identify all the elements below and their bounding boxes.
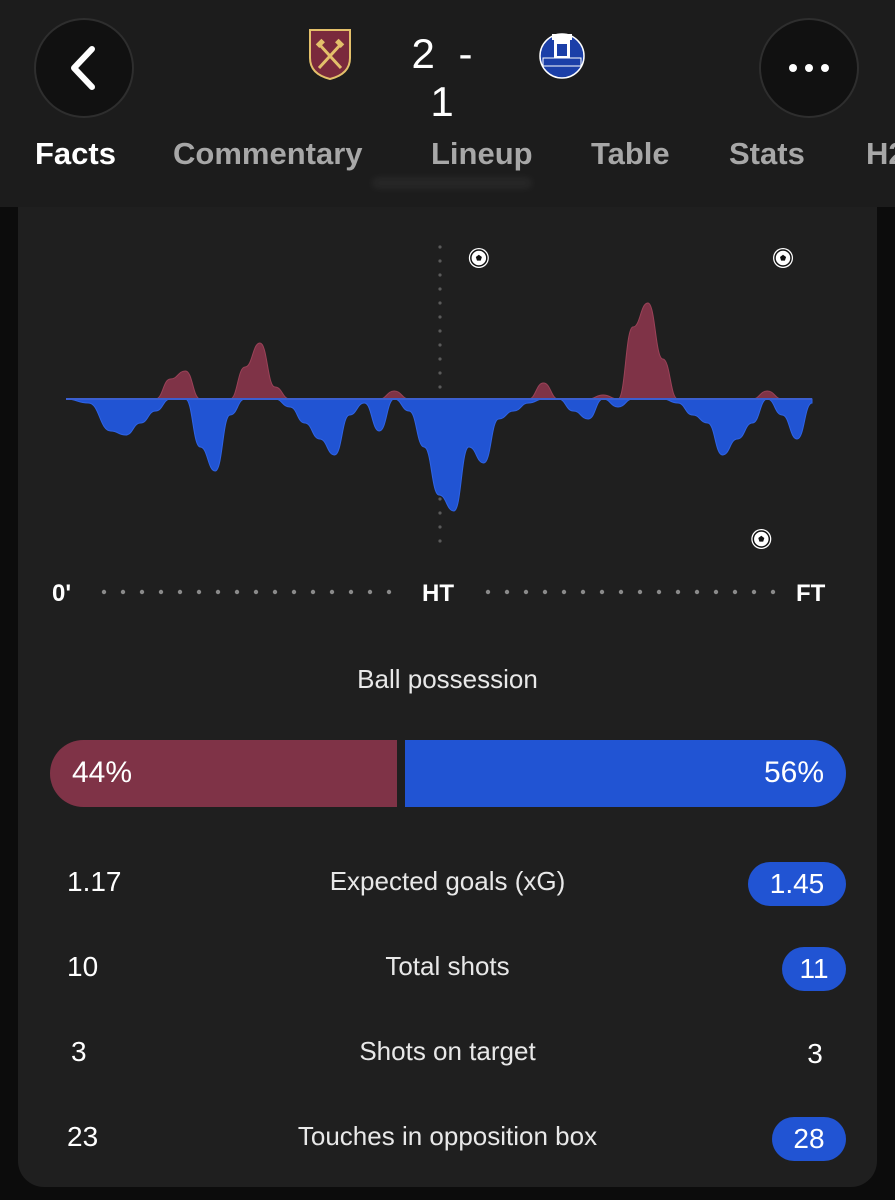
timeline-dot [177,589,183,595]
everton-crest-icon[interactable] [537,28,587,80]
timeline-dot [694,589,700,595]
timeline-dot [101,589,107,595]
timeline-dot [561,589,567,595]
stat-label: Expected goals (xG) [329,866,566,896]
halftime-guide-dot [438,245,442,249]
stat-row-total-shots: 10 Total shots 11 [0,943,895,993]
halftime-guide-dot [438,343,442,347]
stat-home-value: 3 [71,1036,87,1067]
tab-scroll-shadow [372,178,532,188]
timeline-dot [770,589,776,595]
timeline-dot [367,589,373,595]
timeline-dot [599,589,605,595]
timeline-dot [637,589,643,595]
timeline-dot [253,589,259,595]
possession-home-segment: 44% [50,740,397,807]
halftime-guide-dot [438,511,442,515]
possession-home-label: 44% [72,756,133,789]
scoreboard: 2 - 1 [300,28,600,125]
halftime-guide-dot [438,525,442,529]
halftime-guide-dot [438,385,442,389]
more-options-button[interactable] [759,18,859,118]
tab-lineup[interactable]: Lineup [431,136,533,171]
match-score: 2 - 1 [411,30,479,125]
possession-title: Ball possession [357,664,538,694]
halftime-guide-dot [438,539,442,543]
stat-row-shots-on-target: 3 Shots on target 3 [0,1028,895,1078]
timeline-dot [580,589,586,595]
stat-away-value: 1.45 [748,862,846,906]
tab-table[interactable]: Table [591,136,670,171]
timeline-dot [329,589,335,595]
timeline-dot [523,589,529,595]
halftime-guide-dot [438,371,442,375]
momentum-chart [65,245,813,595]
stat-row-touches-opp-box: 23 Touches in opposition box 28 [0,1113,895,1163]
goal-markers [468,248,794,549]
timeline-dot [291,589,297,595]
timeline-ft-label: FT [796,580,826,607]
timeline-dot [215,589,221,595]
stat-away-value: 11 [782,947,846,991]
timeline-start-label: 0' [52,580,72,607]
timeline-dot [120,589,126,595]
more-dots-icon [789,64,829,72]
soccer-ball-icon [773,248,794,268]
timeline-ht-label: HT [422,580,454,607]
stat-away-value: 3 [807,1038,823,1069]
stat-label: Touches in opposition box [297,1121,598,1151]
tab-facts[interactable]: Facts [35,136,116,171]
halftime-guide-dot [438,287,442,291]
timeline-dot [272,589,278,595]
timeline-dot [196,589,202,595]
timeline-dot [713,589,719,595]
back-button[interactable] [34,18,134,118]
chevron-left-icon [71,46,95,90]
halftime-guide-dot [438,497,442,501]
stat-home-value: 10 [67,951,99,982]
possession-away-segment: 56% [405,740,846,807]
timeline-dot [732,589,738,595]
timeline-dot [504,589,510,595]
timeline-dot [348,589,354,595]
tab-commentary[interactable]: Commentary [173,136,363,171]
timeline-dot [675,589,681,595]
facts-card [18,207,877,1187]
stat-label: Total shots [385,951,510,981]
soccer-ball-icon [751,529,772,549]
soccer-ball-icon [468,248,489,268]
timeline-dot [542,589,548,595]
timeline-dot [386,589,392,595]
timeline-dot [751,589,757,595]
away-momentum-area [65,398,813,512]
stat-away-value: 28 [772,1117,846,1161]
timeline-dot [310,589,316,595]
stat-home-value: 1.17 [67,866,122,897]
timeline-dot [618,589,624,595]
halftime-guide-dot [438,357,442,361]
stat-row-xg: 1.17 Expected goals (xG) 1.45 [0,858,895,908]
tab-h2h[interactable]: H2 [866,136,895,171]
tab-stats[interactable]: Stats [729,136,805,171]
west-ham-crest-icon[interactable] [305,28,355,80]
match-header: 2 - 1 Facts Commentary Lineup Table Stat… [0,0,895,207]
tab-bar: Facts Commentary Lineup Table Stats H2 [0,128,895,184]
timeline-dot [485,589,491,595]
possession-away-label: 56% [763,756,824,789]
halftime-guide-dot [438,259,442,263]
timeline-dot [139,589,145,595]
halftime-guide-dot [438,329,442,333]
timeline-dot [656,589,662,595]
halftime-guide-dot [438,273,442,277]
timeline-dot [158,589,164,595]
halftime-guide-dot [438,315,442,319]
halftime-guide-dot [438,301,442,305]
stat-home-value: 23 [67,1121,99,1152]
stat-label: Shots on target [359,1036,536,1066]
possession-bar: 44% 56% [50,740,846,807]
timeline-dot [234,589,240,595]
